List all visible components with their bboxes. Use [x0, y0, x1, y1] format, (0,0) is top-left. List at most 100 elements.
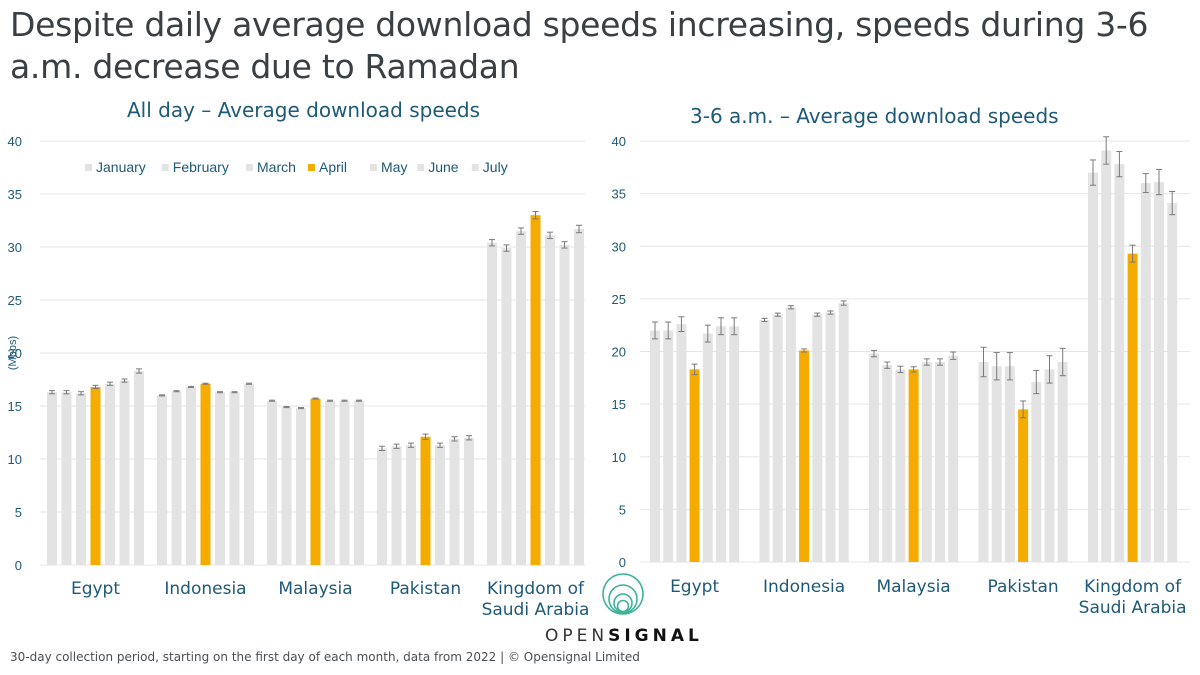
bar-march: [785, 307, 796, 562]
bar-june: [229, 392, 240, 565]
y-tick-label: 15: [8, 399, 22, 414]
bar-june: [1154, 182, 1164, 563]
legend-label-february: February: [173, 159, 229, 175]
bar-february: [281, 407, 292, 565]
bar-january: [267, 400, 277, 565]
y-tick-label: 20: [8, 346, 22, 361]
bar-february: [501, 248, 512, 565]
bar-june: [935, 362, 945, 562]
bar-january: [869, 353, 879, 562]
bar-january: [759, 319, 770, 562]
bar-july: [464, 437, 474, 565]
bar-may: [215, 392, 225, 565]
bar-may: [325, 400, 335, 565]
y-tick-label: 30: [612, 239, 626, 254]
bar-february: [391, 446, 402, 565]
bar-march: [1004, 366, 1015, 562]
bar-april: [200, 383, 211, 565]
bar-april: [799, 350, 810, 562]
bar-march: [296, 408, 306, 565]
bar-april: [420, 436, 431, 565]
bar-june: [716, 326, 726, 562]
y-axis-label: (Mbps): [7, 336, 19, 370]
y-tick-label: 0: [15, 558, 22, 573]
bar-july: [1167, 203, 1178, 562]
category-label: Malaysia: [278, 579, 352, 599]
y-tick-label: 25: [612, 292, 626, 307]
y-tick-label: 30: [8, 240, 22, 255]
bar-may: [545, 235, 555, 565]
bar-may: [105, 383, 115, 565]
y-tick-label: 20: [612, 345, 626, 360]
bar-february: [1101, 150, 1112, 562]
headline: Despite daily average download speeds in…: [10, 5, 1149, 86]
bar-june: [119, 380, 130, 565]
bar-july: [354, 400, 364, 565]
bar-may: [1140, 183, 1151, 562]
opensignal-wordmark: OPENSIGNAL: [545, 626, 703, 646]
chart-all-day: 0 5 10 15 20 25 30 35 40 (Mbps) Egypt Indonesia Mala…: [7, 134, 590, 620]
bar-june: [1044, 369, 1055, 562]
bar-april: [310, 398, 321, 565]
category-label: Pakistan: [390, 579, 461, 599]
y-tick-label: 10: [612, 450, 626, 465]
bar-february: [882, 365, 893, 562]
bar-may: [435, 445, 445, 565]
bar-february: [663, 330, 674, 562]
chart-3-6am: 0 5 10 15 20 25 30 35 40 Egypt Indonesia Malaysia Pa…: [612, 134, 1190, 618]
y-tick-label: 25: [8, 293, 22, 308]
legend-label-june: June: [428, 159, 459, 175]
bar-july: [134, 371, 144, 565]
legend-label-january: January: [96, 159, 146, 175]
bar-july: [948, 355, 959, 562]
bar-march: [516, 231, 526, 565]
bar-march: [76, 393, 86, 565]
bar-july: [574, 228, 584, 566]
legend-label-april: April: [319, 159, 347, 175]
legend-swatch-july: [471, 164, 479, 171]
bar-april: [908, 369, 919, 562]
bar-july: [244, 383, 254, 565]
category-label: Egypt: [670, 577, 719, 597]
legend-swatch-march: [246, 164, 253, 171]
bar-june: [825, 312, 836, 562]
chart-title-all-day: All day – Average download speeds: [127, 98, 481, 122]
bar-april: [90, 386, 101, 565]
y-tick-label: 40: [612, 134, 626, 149]
bar-march: [1114, 164, 1125, 562]
bar-january: [978, 362, 989, 562]
y-tick-label: 5: [15, 505, 22, 520]
y-tick-label: 35: [8, 187, 22, 202]
category-label: Egypt: [71, 579, 120, 599]
bar-march: [406, 445, 416, 565]
y-tick-label: 15: [612, 397, 626, 412]
category-label: Indonesia: [763, 577, 845, 597]
bar-january: [487, 242, 497, 565]
bar-april: [1018, 409, 1029, 562]
category-label: Indonesia: [164, 579, 246, 599]
bar-january: [47, 392, 57, 565]
bar-may: [1031, 382, 1042, 562]
chart-title-3-6am: 3-6 a.m. – Average download speeds: [690, 104, 1059, 128]
bar-march: [895, 369, 906, 562]
legend-swatch-june: [417, 164, 425, 171]
bar-january: [650, 330, 660, 562]
category-label: Saudi Arabia: [482, 600, 590, 620]
category-label: Pakistan: [988, 577, 1059, 597]
bar-april: [530, 215, 541, 565]
legend-swatch-may: [370, 164, 377, 171]
footer-note: 30-day collection period, starting on th…: [10, 650, 640, 664]
category-label: Kingdom of: [487, 579, 585, 599]
bar-january: [377, 448, 387, 565]
bar-april: [689, 369, 700, 562]
legend-label-may: May: [381, 159, 407, 175]
category-label: Saudi Arabia: [1079, 598, 1187, 618]
brand-bold: SIGNAL: [608, 626, 703, 646]
bar-july: [1057, 362, 1068, 562]
bar-july: [729, 326, 740, 562]
legend-label-march: March: [257, 159, 296, 175]
bar-february: [61, 392, 72, 565]
y-tick-label: 40: [8, 134, 22, 149]
bar-june: [449, 438, 460, 565]
bar-march: [186, 386, 196, 565]
